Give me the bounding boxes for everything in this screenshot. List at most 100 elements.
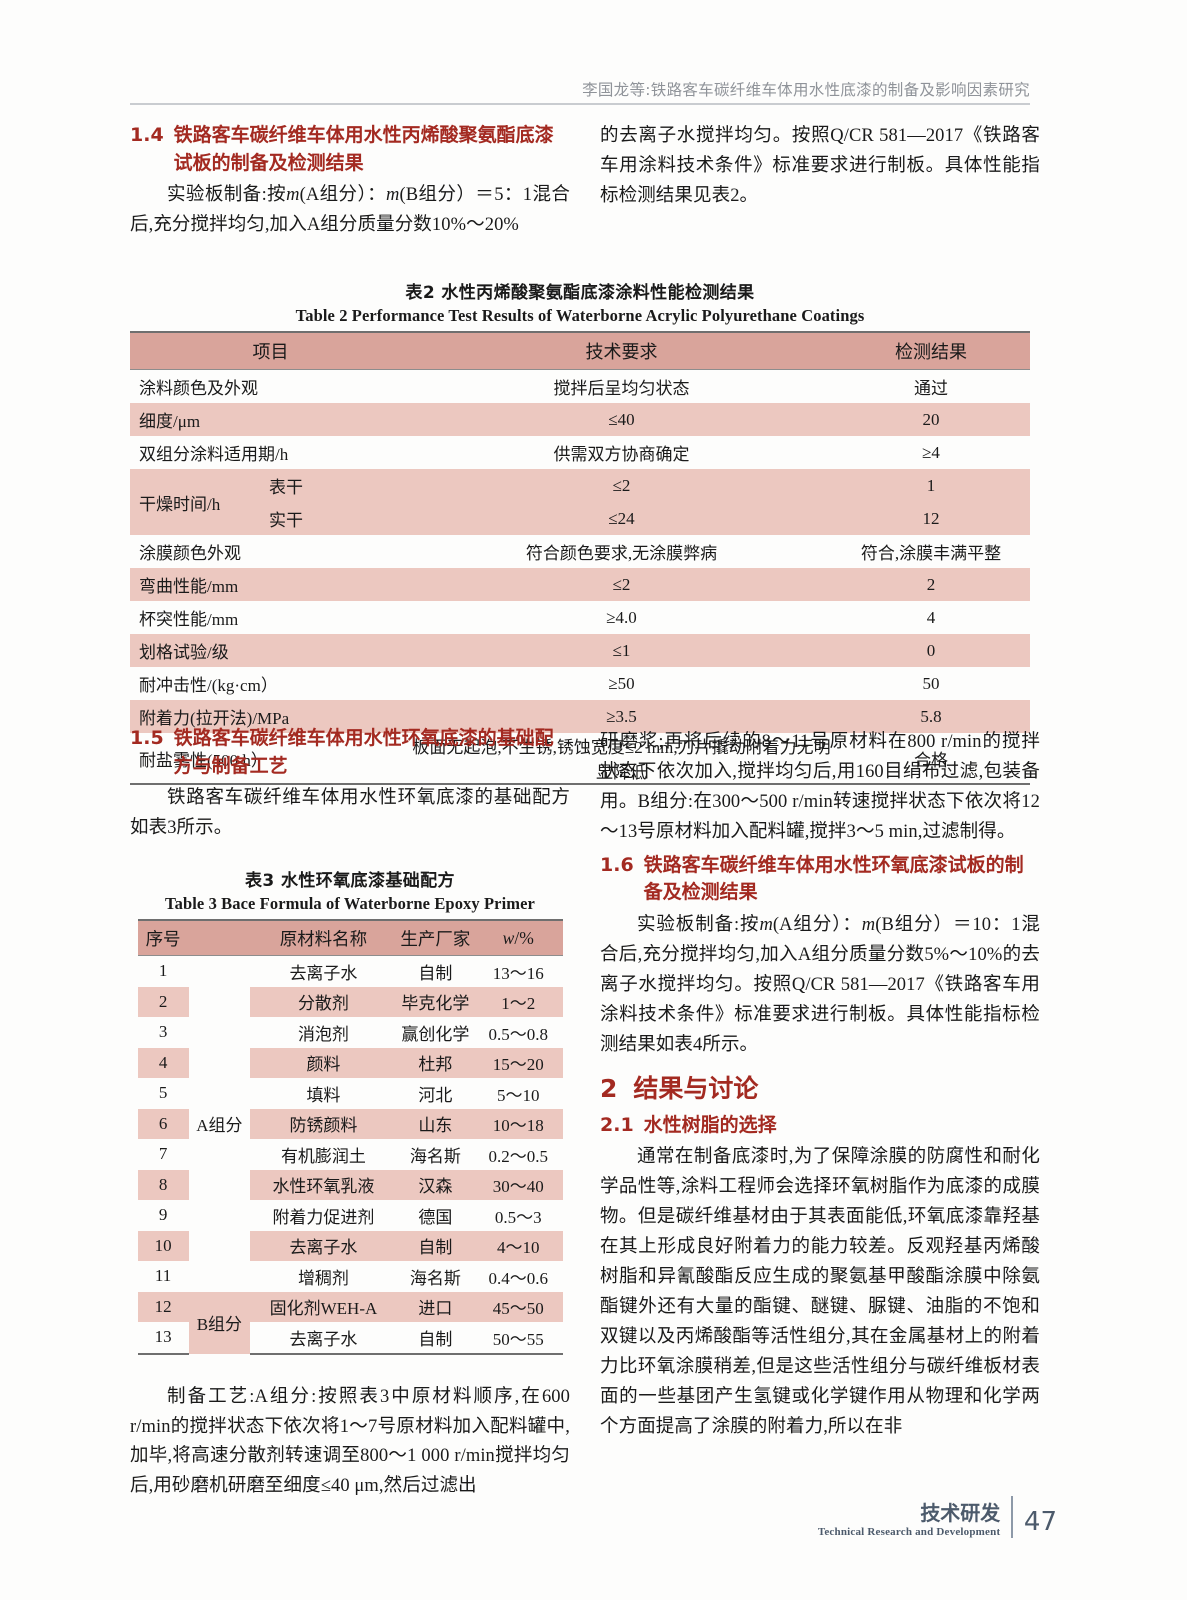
cell-result: 5.8 xyxy=(832,700,1030,733)
cell-item: 弯曲性能/mm xyxy=(130,568,411,601)
cell-result: 通过 xyxy=(914,379,948,398)
cell-result: 0 xyxy=(832,634,1030,667)
cell-name: 固化剂WEH-A xyxy=(250,1291,397,1323)
table3-th-name: 原材料名称 xyxy=(250,919,397,957)
table-row: 耐冲击性/(kg·cm） ≥50 50 xyxy=(130,667,1030,700)
cell-name: 填料 xyxy=(306,1085,341,1105)
cell-maker: 海名斯 xyxy=(409,1268,461,1288)
cell-no: 1 xyxy=(158,961,168,981)
table-row: 4 颜料 杜邦 15～20 xyxy=(137,1047,563,1079)
table2-caption-en: Table 2 Performance Test Results of Wate… xyxy=(295,306,865,325)
table2-block: 表2 水性丙烯酸聚氨酯底漆涂料性能检测结果 Table 2 Performanc… xyxy=(130,278,1030,785)
table3-caption-en: Table 3 Bace Formula of Waterborne Epoxy… xyxy=(165,894,535,914)
cell-name: 增稠剂 xyxy=(297,1268,349,1288)
table3-th-no: 序号 xyxy=(137,919,189,957)
cell-no: 4 xyxy=(137,1047,189,1079)
cell-w: 5～10 xyxy=(496,1085,540,1105)
cell-maker: 杜邦 xyxy=(396,1047,474,1079)
paragraph-continuation-mid: 研磨浆;再将后续的8～11号原材料在800 r/min的搅拌状态下依次加入,搅拌… xyxy=(600,732,1040,842)
cell-maker: 毕克化学 xyxy=(396,986,474,1018)
cell-maker: 河北 xyxy=(418,1085,453,1105)
cell-maker: 自制 xyxy=(396,1230,474,1262)
cell-maker: 自制 xyxy=(396,1322,474,1355)
cell-w: 4～10 xyxy=(473,1230,563,1262)
table3-header-row: 序号 原材料名称 生产厂家 w/% xyxy=(137,919,563,957)
cell-item: 细度/μm xyxy=(130,403,411,436)
p14-part1: 实验板制备:按 xyxy=(167,185,287,206)
table-row: 8 水性环氧乳液 汉森 30～40 xyxy=(137,1169,563,1201)
cell-item: 双组分涂料适用期/h xyxy=(139,445,289,464)
cell-req: ≤2 xyxy=(411,568,832,601)
cell-group-a: A组分 xyxy=(196,1116,243,1136)
cell-name: 分散剂 xyxy=(250,986,397,1018)
cell-group-b: B组分 xyxy=(188,1291,251,1354)
heading-2-1-number: 2.1 xyxy=(600,1113,634,1136)
heading-2-number: 2 xyxy=(600,1073,618,1103)
cell-no: 12 xyxy=(137,1291,189,1323)
p14-part3: (B组分）＝5：1混合后,充分搅拌均匀,加入A组分质量分数10%～20% xyxy=(130,185,571,236)
table-row: 10 去离子水 自制 4～10 xyxy=(137,1230,563,1262)
p16-part3: (B组分）＝10：1混合后,充分搅拌均匀,加入A组分质量分数5%～10%的去离子… xyxy=(600,914,1040,1055)
cell-no: 6 xyxy=(137,1108,189,1140)
cell-name: 附着力促进剂 xyxy=(272,1207,375,1227)
table-row: 13 去离子水 自制 50～55 xyxy=(137,1322,563,1355)
cell-name: 消泡剂 xyxy=(297,1024,349,1044)
table-row: 12 B组分 固化剂WEH-A 进口 45～50 xyxy=(137,1291,563,1354)
footer-label-en: Technical Research and Development xyxy=(817,1526,1001,1538)
table2-th-result: 检测结果 xyxy=(832,331,1030,370)
cell-name: 去离子水 xyxy=(250,1230,397,1262)
heading-2-title: 结果与讨论 xyxy=(633,1073,759,1103)
cell-w: 0.2～0.5 xyxy=(488,1146,548,1166)
cell-req: 符合颜色要求,无涂膜弊病 xyxy=(525,544,718,563)
cell-no: 10 xyxy=(137,1230,189,1262)
cell-result: 4 xyxy=(926,607,936,627)
table3-th-maker: 生产厂家 xyxy=(396,919,474,957)
paragraph-1-5: 铁路客车碳纤维车体用水性环氧底漆的基础配方如表3所示。 xyxy=(130,788,570,839)
cell-w: 0.5～3 xyxy=(494,1207,542,1227)
cell-result: 12 xyxy=(832,502,1030,535)
table2-th-item: 项目 xyxy=(130,331,411,370)
cell-req: 搅拌后呈均匀状态 xyxy=(553,379,690,398)
cell-w: 10～18 xyxy=(473,1108,563,1140)
cell-name: 去离子水 xyxy=(250,1322,397,1355)
heading-1-5: 1.5 铁路客车碳纤维车体用水性环氧底漆的基础配方与制备工艺 xyxy=(130,725,570,780)
table3-caption-cn: 表3 水性环氧底漆基础配方 xyxy=(245,871,455,892)
cell-item: 耐冲击性/(kg·cm） xyxy=(139,676,278,695)
paragraph-continuation-top: 的去离子水搅拌均匀。按照Q/CR 581—2017《铁路客车用涂料技术条件》标准… xyxy=(600,126,1040,206)
footer-divider xyxy=(1011,1496,1013,1538)
cell-result: 1 xyxy=(832,469,1030,502)
cell-no: 7 xyxy=(158,1144,168,1164)
p16-part2: (A组分）： xyxy=(772,914,862,935)
p16-part1: 实验板制备:按 xyxy=(637,914,760,935)
cell-maker: 自制 xyxy=(418,963,453,983)
table-row: 6 防锈颜料 山东 10～18 xyxy=(137,1108,563,1140)
cell-result: 符合,涂膜丰满平整 xyxy=(860,544,1002,563)
cell-result: 合格 xyxy=(832,733,1030,785)
cell-item: 附着力(拉开法)/MPa xyxy=(130,700,411,733)
p14-part2: (A组分）： xyxy=(299,185,387,206)
table-row: 划格试验/级 ≤1 0 xyxy=(130,634,1030,667)
table-row: 涂膜颜色外观 符合颜色要求,无涂膜弊病 符合,涂膜丰满平整 xyxy=(130,535,1030,568)
cell-maker: 德国 xyxy=(418,1207,453,1227)
cell-subitem: 实干 xyxy=(257,502,411,535)
heading-1-4-title: 铁路客车碳纤维车体用水性丙烯酸聚氨酯底漆试板的制备及检测结果 xyxy=(173,124,554,174)
cell-item: 划格试验/级 xyxy=(130,634,411,667)
cell-no: 5 xyxy=(158,1083,168,1103)
table-row: 干燥时间/h 表干 ≤2 1 xyxy=(130,469,1030,535)
table3-th-w: w/% xyxy=(473,919,563,957)
table-row: 2 分散剂 毕克化学 1～2 xyxy=(137,986,563,1018)
heading-1-5-number: 1.5 xyxy=(130,727,164,749)
cell-req: 板面无起泡,不生锈,锈蚀宽度≤2 mm,刀片撬动附着力无明显降低 xyxy=(411,733,832,785)
cell-item: 涂膜颜色外观 xyxy=(139,544,241,563)
cell-w: 15～20 xyxy=(473,1047,563,1079)
paragraph-1-6: 实验板制备:按m(A组分）：m(B组分）＝10：1混合后,充分搅拌均匀,加入A组… xyxy=(600,914,1040,1055)
cell-no: 9 xyxy=(158,1205,168,1225)
cell-no: 8 xyxy=(137,1169,189,1201)
table-row: 9 附着力促进剂 德国 0.5～3 xyxy=(138,1200,563,1231)
cell-result: 20 xyxy=(832,403,1030,436)
page-number: 47 xyxy=(1023,1507,1057,1537)
table-row: 耐盐雾性(500 h） 板面无起泡,不生锈,锈蚀宽度≤2 mm,刀片撬动附着力无… xyxy=(130,733,1030,785)
heading-1-6: 1.6 铁路客车碳纤维车体用水性环氧底漆试板的制备及检测结果 xyxy=(600,852,1040,907)
table-row: 实干 ≤24 12 xyxy=(130,502,1030,535)
